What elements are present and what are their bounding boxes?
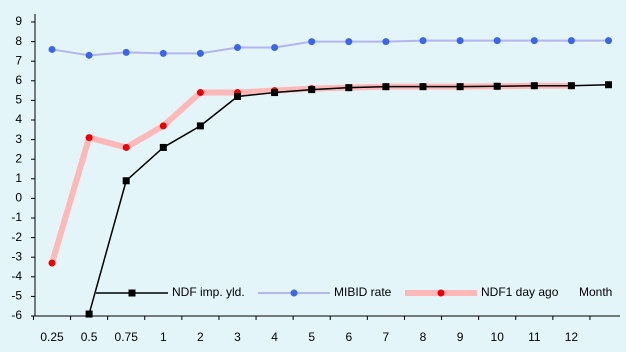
- y-tick-label: -4: [11, 269, 22, 283]
- marker: [48, 45, 56, 53]
- marker: [48, 259, 56, 267]
- x-tick-label: 12: [565, 330, 579, 344]
- marker: [605, 37, 612, 45]
- y-tick-label: -1: [11, 210, 22, 224]
- line: [51, 39, 609, 57]
- marker: [85, 310, 93, 318]
- marker: [196, 49, 204, 57]
- marker: [493, 82, 501, 90]
- marker: [122, 177, 130, 185]
- marker: [271, 43, 279, 51]
- x-tick-label: 9: [457, 330, 464, 344]
- marker: [196, 89, 204, 97]
- marker: [382, 83, 390, 91]
- x-tick-label: 7: [383, 330, 390, 344]
- x-tick-label: 10: [491, 330, 505, 344]
- y-tick-label: 7: [15, 53, 22, 67]
- x-tick-label: 3: [234, 330, 241, 344]
- y-tick-label: 1: [15, 171, 22, 185]
- y-tick-label: 8: [15, 34, 22, 48]
- marker: [308, 86, 316, 94]
- marker: [345, 84, 353, 92]
- marker: [234, 92, 241, 100]
- marker: [122, 143, 130, 151]
- marker: [382, 38, 390, 46]
- y-tick-label: 0: [15, 191, 22, 205]
- marker: [493, 37, 501, 45]
- y-tick-label: -2: [11, 230, 22, 244]
- y-tick-label: -5: [11, 289, 22, 303]
- x-tick-label: 6: [345, 330, 352, 344]
- y-tick-label: 2: [15, 151, 22, 165]
- marker: [456, 37, 464, 45]
- x-tick-label: 11: [528, 330, 541, 344]
- marker: [122, 48, 130, 56]
- marker: [345, 38, 353, 46]
- marker: [567, 37, 575, 45]
- marker: [437, 289, 445, 297]
- y-tick-label: 9: [15, 14, 22, 28]
- marker: [419, 37, 427, 45]
- marker: [128, 289, 136, 297]
- marker: [85, 51, 93, 59]
- marker: [567, 82, 575, 90]
- y-tick-label: 4: [15, 112, 22, 126]
- marker: [419, 83, 427, 91]
- x-tick-label: 5: [308, 330, 315, 344]
- y-tick-label: 6: [15, 73, 22, 87]
- y-tick-label: 5: [15, 93, 22, 107]
- y-tick-label: -6: [11, 308, 22, 322]
- marker: [159, 49, 167, 57]
- marker: [530, 82, 538, 90]
- marker: [271, 89, 279, 97]
- marker: [530, 37, 538, 45]
- legend-label: NDF1 day ago: [481, 285, 559, 299]
- x-axis-label: Month: [579, 285, 612, 299]
- marker: [456, 83, 464, 91]
- marker: [159, 143, 167, 151]
- x-tick-label: 0.5: [81, 330, 98, 344]
- x-tick-label: 8: [420, 330, 427, 344]
- y-tick-label: 3: [15, 132, 22, 146]
- x-tick-label: 0.25: [40, 330, 64, 344]
- marker: [308, 38, 316, 46]
- y-tick-label: -3: [11, 249, 22, 263]
- marker: [234, 43, 241, 51]
- legend-label: NDF imp. yld.: [172, 285, 245, 299]
- x-tick-label: 4: [271, 330, 278, 344]
- marker: [196, 122, 204, 130]
- marker: [85, 134, 93, 142]
- x-tick-label: 0.75: [115, 330, 139, 344]
- marker: [290, 289, 298, 297]
- x-tick-label: 1: [160, 330, 167, 344]
- marker: [605, 81, 612, 89]
- marker: [159, 122, 167, 130]
- legend-label: MIBID rate: [334, 285, 392, 299]
- x-tick-label: 2: [197, 330, 204, 344]
